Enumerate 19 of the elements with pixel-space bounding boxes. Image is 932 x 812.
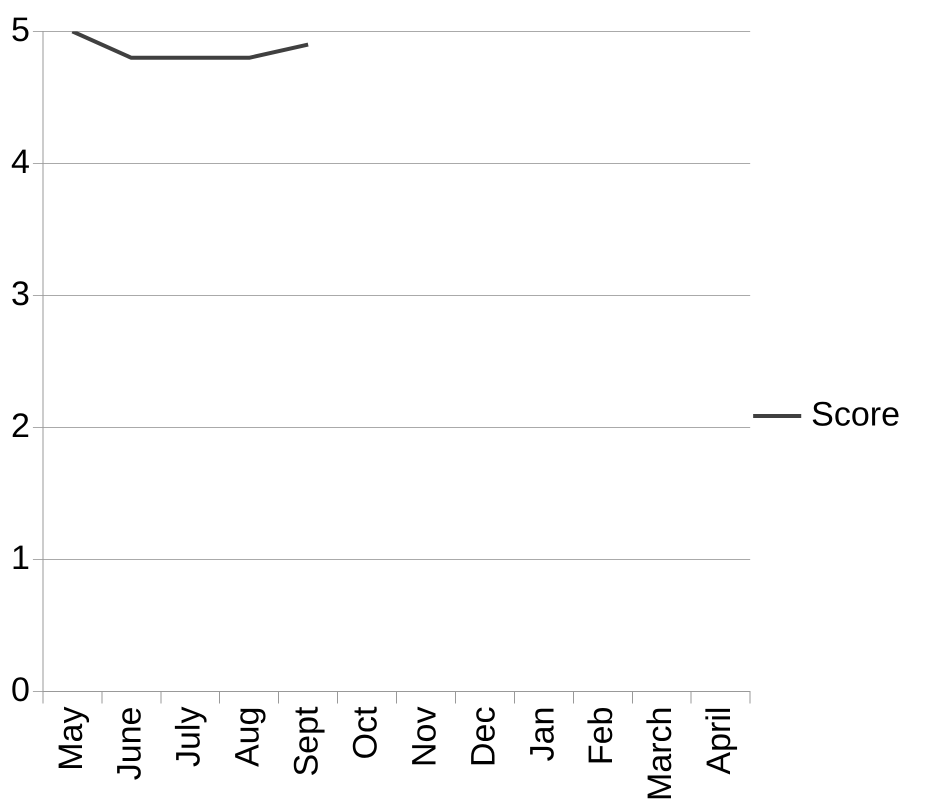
x-tick-label: June [110, 706, 149, 780]
x-tick-label: Nov [405, 706, 444, 768]
x-tick-label: Aug [228, 706, 267, 768]
y-tick-label: 2 [10, 406, 30, 445]
legend-label: Score [811, 395, 900, 434]
x-tick-label: Feb [582, 706, 620, 766]
x-tick-label: May [52, 706, 90, 771]
x-tick-label: March [641, 706, 680, 802]
y-tick-label: 4 [10, 142, 30, 181]
y-tick-label: 3 [10, 274, 30, 313]
x-tick-label: Oct [346, 706, 384, 760]
x-tick-label: Jan [523, 706, 562, 762]
x-tick-label: Dec [464, 706, 502, 768]
y-tick-label: 0 [10, 670, 30, 709]
y-tick-label: 1 [10, 538, 30, 577]
x-tick-label: April [700, 706, 738, 775]
x-tick-label: July [170, 706, 208, 768]
y-tick-label: 5 [10, 10, 30, 49]
x-tick-label: Sept [288, 706, 326, 776]
